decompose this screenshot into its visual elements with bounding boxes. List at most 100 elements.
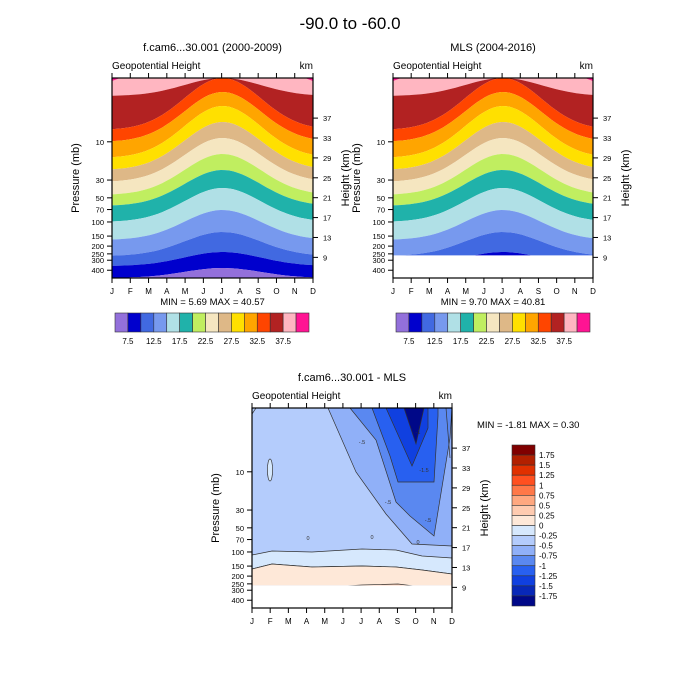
y2-tick-label: 13	[323, 233, 331, 242]
contour-label: -1.5	[419, 468, 428, 474]
x-tick-label: J	[250, 617, 254, 626]
contour-fill	[393, 78, 593, 256]
y-tick-label: 150	[372, 232, 385, 241]
contour-band	[393, 138, 593, 195]
colorbar-label: 17.5	[453, 337, 469, 346]
y2-tick-label: 9	[323, 253, 327, 262]
y2-tick-label: 21	[603, 194, 611, 203]
y-tick-label: 50	[96, 194, 104, 203]
y-tick-label: 300	[231, 586, 244, 595]
colorbar-box	[511, 575, 536, 587]
x-tick-label: M	[145, 287, 152, 296]
colorbar-label: 7.5	[122, 337, 134, 346]
y-tick-label: 150	[91, 232, 104, 241]
contour-fill	[112, 78, 313, 278]
x-tick-label: M	[426, 287, 433, 296]
colorbar-label: 1.75	[539, 451, 555, 460]
x-tick-label: A	[164, 287, 170, 296]
colorbar-box	[511, 555, 536, 567]
colorbar-label: 32.5	[249, 337, 265, 346]
y2-tick-label: 33	[462, 464, 470, 473]
x-tick-label: A	[518, 287, 524, 296]
colorbar-box	[486, 312, 500, 333]
colorbar-label: 0	[539, 522, 544, 531]
x-tick-label: M	[321, 617, 328, 626]
y-tick-label: 50	[236, 524, 244, 533]
colorbar-box	[525, 312, 539, 333]
y2-tick-label: 25	[462, 504, 470, 513]
colorbar-label: 32.5	[530, 337, 546, 346]
plot-title: f.cam6...30.001 (2000-2009)	[143, 42, 282, 54]
y2-tick-label: 37	[462, 444, 470, 453]
colorbar-label: -0.5	[539, 542, 553, 551]
y-tick-label: 10	[236, 468, 244, 477]
colorbar-box	[511, 565, 536, 577]
colorbar-box	[421, 312, 436, 333]
x-tick-label: N	[572, 287, 578, 296]
x-tick-label: S	[536, 287, 541, 296]
y-tick-label: 400	[91, 266, 104, 275]
y-tick-label: 70	[377, 206, 385, 215]
y-tick-label: 400	[372, 266, 385, 275]
y-tick-label: 200	[372, 242, 385, 251]
contour-band	[474, 252, 532, 256]
contour-label: 0	[370, 535, 373, 541]
left-subtitle: Geopotential Height	[112, 61, 201, 72]
colorbar-box	[166, 312, 180, 333]
colorbar-box	[244, 312, 258, 333]
y-tick-label: 300	[91, 256, 104, 265]
contour-band	[403, 408, 425, 446]
contour-band	[399, 232, 593, 256]
contour-band	[393, 78, 401, 81]
colorbar-label: 12.5	[146, 337, 162, 346]
y-tick-label: 200	[91, 242, 104, 251]
x-tick-label: D	[590, 287, 596, 296]
x-tick-label: O	[413, 617, 419, 626]
y2-tick-label: 37	[603, 114, 611, 123]
y2-tick-label: 21	[323, 194, 331, 203]
y2-tick-label: 17	[462, 544, 470, 553]
colorbar-box	[511, 505, 536, 516]
contour-band	[252, 563, 452, 586]
colorbar-label: 22.5	[198, 337, 214, 346]
colorbar-label: 17.5	[172, 337, 188, 346]
colorbar-box	[127, 312, 142, 333]
y2-tick-label: 13	[603, 233, 611, 242]
colorbar-label: -1.25	[539, 572, 558, 581]
x-tick-label: F	[128, 287, 133, 296]
left-subtitle: Geopotential Height	[252, 391, 341, 402]
contour-label: 0	[416, 540, 419, 546]
y-tick-label: 30	[236, 506, 244, 515]
y2-tick-label: 33	[603, 134, 611, 143]
colorbar-box	[511, 525, 536, 536]
colorbar-label: 7.5	[403, 337, 415, 346]
colorbar-label: 0.5	[539, 501, 551, 510]
colorbar-box	[408, 312, 423, 333]
y2-axis-label: Height (km)	[620, 150, 632, 207]
y-tick-label: 400	[231, 596, 244, 605]
colorbar-label: 27.5	[224, 337, 240, 346]
colorbar-box	[114, 312, 129, 333]
contour-line	[252, 408, 257, 415]
contour-band	[112, 188, 313, 240]
colorbar-box	[179, 312, 193, 333]
colorbar-box	[256, 312, 271, 333]
contour-label: 0	[306, 536, 309, 542]
x-tick-label: M	[182, 287, 189, 296]
colorbar-label: 12.5	[427, 337, 443, 346]
colorbar-label: 37.5	[556, 337, 572, 346]
colorbar-box	[512, 312, 526, 333]
x-tick-label: D	[310, 287, 316, 296]
y-tick-label: 250	[231, 580, 244, 589]
y-axis-label: Pressure (mb)	[70, 143, 82, 213]
contour-band	[350, 583, 412, 586]
contour-band	[393, 78, 593, 142]
colorbar-box	[218, 312, 232, 333]
x-tick-label: M	[285, 617, 292, 626]
y-tick-label: 100	[372, 218, 385, 227]
x-tick-label: J	[482, 287, 486, 296]
contour-band	[112, 268, 313, 278]
x-tick-label: D	[449, 617, 455, 626]
colorbar-label: 22.5	[479, 337, 495, 346]
x-tick-label: S	[395, 617, 400, 626]
